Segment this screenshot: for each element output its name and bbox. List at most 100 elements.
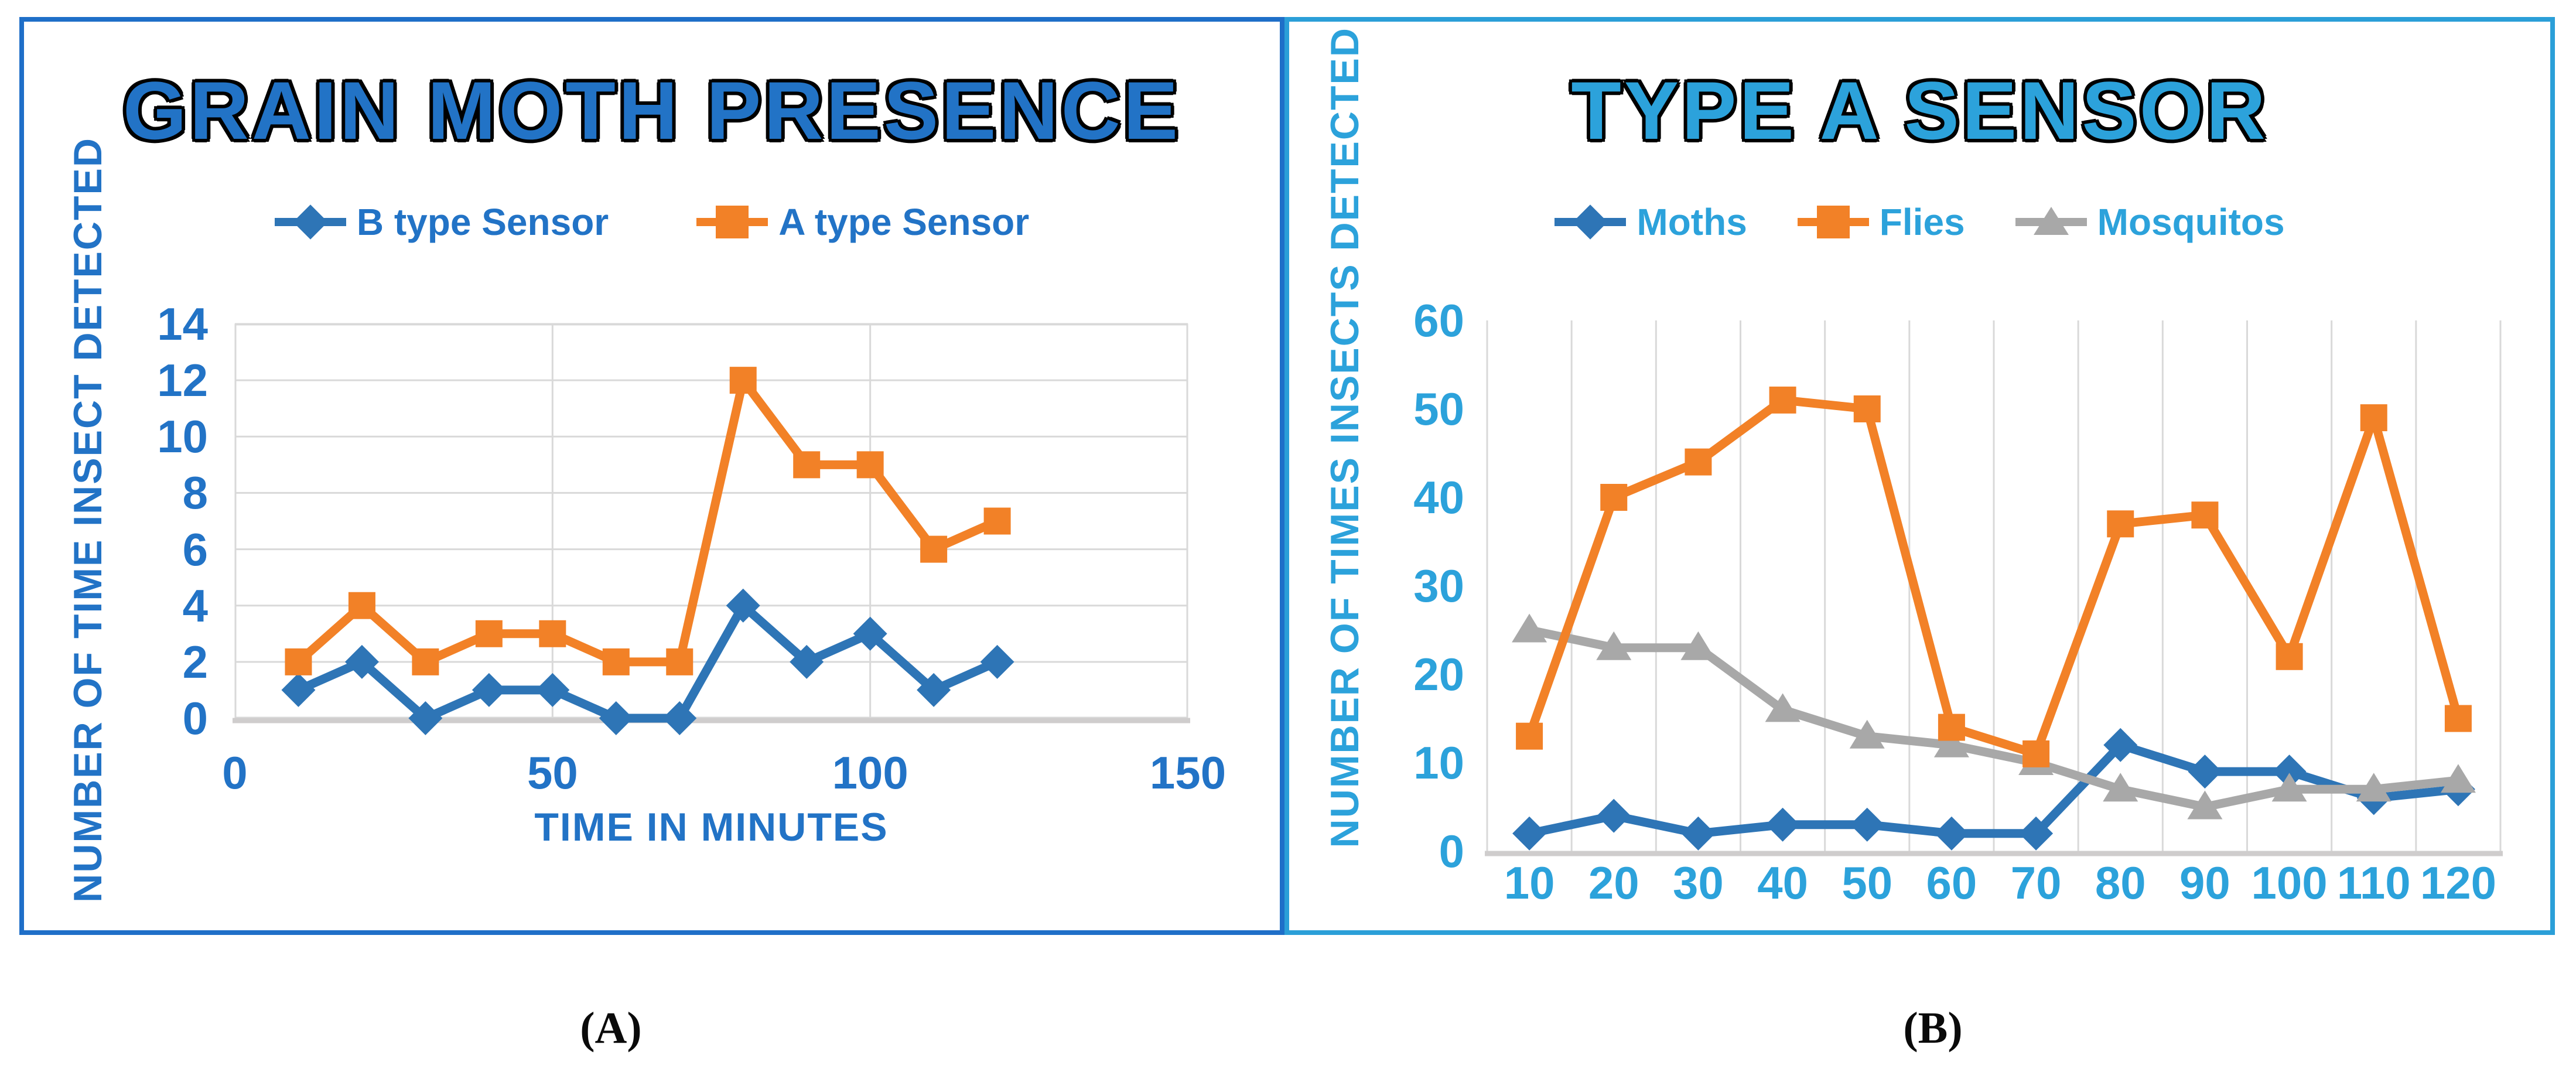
triangle-marker-mosquitos (1680, 631, 1716, 660)
triangle-marker-mosquitos (2187, 790, 2223, 820)
square-marker-a-type-sensor (729, 367, 757, 394)
x-tick-label: 0 (222, 747, 248, 798)
legend-item-b-type-sensor: B type Sensor (274, 200, 609, 244)
y-tick-label: 10 (157, 411, 208, 463)
series-flies (1516, 386, 2472, 767)
diamond-marker-b-type-sensor (408, 701, 443, 735)
x-tick-label: 90 (2179, 857, 2230, 909)
square-marker-flies (2022, 740, 2050, 767)
legend-item-mosquitos: Mosquitos (2015, 200, 2285, 244)
legend-square-marker-icon (1797, 206, 1869, 238)
diamond-marker-b-type-sensor (917, 673, 951, 707)
diamond-marker-moths (1681, 816, 1716, 851)
triangle-marker-mosquitos (1765, 693, 1801, 722)
legend: B type Sensor A type Sensor (24, 193, 1280, 251)
square-marker-flies (2444, 705, 2472, 732)
square-marker-flies (2276, 643, 2303, 670)
series-moths (1512, 728, 2475, 851)
legend-square-marker-icon (696, 206, 768, 238)
square-marker-a-type-sensor (983, 507, 1011, 535)
chart-title: TYPE A SENSOR (1571, 64, 2268, 156)
y-tick-label: 4 (182, 579, 208, 632)
y-tick-label: 12 (157, 354, 208, 407)
y-tick-label: 8 (182, 467, 208, 519)
x-tick-label: 100 (2251, 857, 2328, 909)
x-axis-title: TIME IN MINUTES (534, 805, 889, 849)
y-tick-label: 0 (182, 692, 208, 744)
square-marker-a-type-sensor (856, 451, 884, 479)
square-marker-flies (1685, 448, 1712, 476)
series-line-moths (1528, 740, 2459, 838)
diamond-marker-b-type-sensor (535, 673, 570, 707)
x-tick-label: 50 (527, 747, 578, 798)
x-tick-label: 70 (2010, 857, 2062, 909)
x-tick-label: 60 (1926, 857, 1977, 909)
chart-title: GRAIN MOTH PRESENCE (122, 64, 1181, 156)
square-marker-flies (1769, 386, 1796, 414)
square-marker-flies (2191, 501, 2219, 529)
square-marker-flies (2107, 510, 2134, 538)
diamond-marker-b-type-sensor (980, 644, 1014, 679)
series-mosquitos (1512, 613, 2476, 820)
y-tick-label: 40 (1413, 472, 1464, 523)
x-tick-label: 110 (2336, 857, 2411, 909)
legend-label: A type Sensor (778, 201, 1030, 243)
triangle-marker-mosquitos (1933, 728, 1969, 757)
square-marker-a-type-sensor (539, 620, 566, 647)
diamond-marker-b-type-sensor (726, 588, 760, 623)
x-tick-label: 50 (1842, 857, 1893, 909)
triangle-marker-mosquitos (1596, 631, 1632, 660)
y-tick-label: 0 (1439, 825, 1464, 877)
diamond-marker-b-type-sensor (599, 701, 633, 735)
legend-diamond-marker-icon (1555, 204, 1627, 240)
series-b-type-sensor (281, 588, 1014, 735)
legend-label: B type Sensor (356, 201, 609, 243)
square-icon (1816, 206, 1850, 238)
x-tick-label: 10 (1504, 857, 1555, 909)
diamond-marker-b-type-sensor (853, 616, 887, 651)
diamond-marker-moths (2188, 755, 2222, 789)
y-tick-label: 14 (157, 298, 208, 350)
square-marker-flies (1600, 484, 1628, 511)
chart-panel-type-a-sensor: NUMBER OF TIMES INSECTS DETECTED TYPE A … (1284, 17, 2555, 935)
series-line-a-type-sensor (295, 376, 999, 667)
series-line-mosquitos (1528, 626, 2459, 811)
plot-area (233, 323, 1190, 735)
x-tick-label: 120 (2420, 857, 2496, 909)
plot-border (234, 323, 1188, 719)
y-tick-label: 60 (1413, 295, 1464, 346)
y-tick-label: 50 (1413, 383, 1464, 435)
x-tick-label: 30 (1673, 857, 1724, 909)
triangle-marker-mosquitos (1849, 719, 1885, 749)
diamond-marker-moths (2272, 755, 2307, 789)
square-marker-a-type-sensor (412, 648, 439, 675)
y-tick-label: 30 (1413, 560, 1464, 612)
square-marker-flies (1853, 395, 1881, 422)
triangle-marker-mosquitos (2440, 764, 2476, 793)
square-marker-flies (2360, 404, 2387, 432)
legend: Moths Flies Mosquitos (1289, 193, 2550, 251)
square-marker-a-type-sensor (285, 648, 312, 675)
diamond-marker-moths (1512, 816, 1547, 851)
diamond-marker-b-type-sensor (344, 644, 379, 679)
square-marker-flies (1516, 722, 1543, 750)
square-marker-a-type-sensor (666, 648, 693, 675)
square-icon (716, 206, 749, 238)
diamond-marker-moths (1597, 798, 1631, 833)
diamond-marker-b-type-sensor (662, 701, 697, 735)
diamond-marker-b-type-sensor (472, 673, 506, 707)
diamond-marker-moths (2019, 816, 2054, 851)
y-tick-label: 6 (182, 523, 208, 575)
diamond-marker-b-type-sensor (790, 644, 824, 679)
caption-b: (B) (1903, 1003, 1963, 1053)
y-axis-title: NUMBER OF TIMES INSECTS DETECTED (1301, 27, 1389, 848)
legend-triangle-marker-icon (2015, 207, 2087, 235)
plot-area (1485, 320, 2503, 856)
diamond-icon (293, 204, 328, 240)
diamond-marker-moths (1765, 807, 1800, 842)
diamond-marker-b-type-sensor (281, 673, 316, 707)
triangle-marker-mosquitos (2356, 773, 2391, 802)
x-tick-label: 20 (1588, 857, 1639, 909)
diamond-marker-moths (1850, 807, 1884, 842)
diamond-marker-moths (1934, 816, 1969, 851)
